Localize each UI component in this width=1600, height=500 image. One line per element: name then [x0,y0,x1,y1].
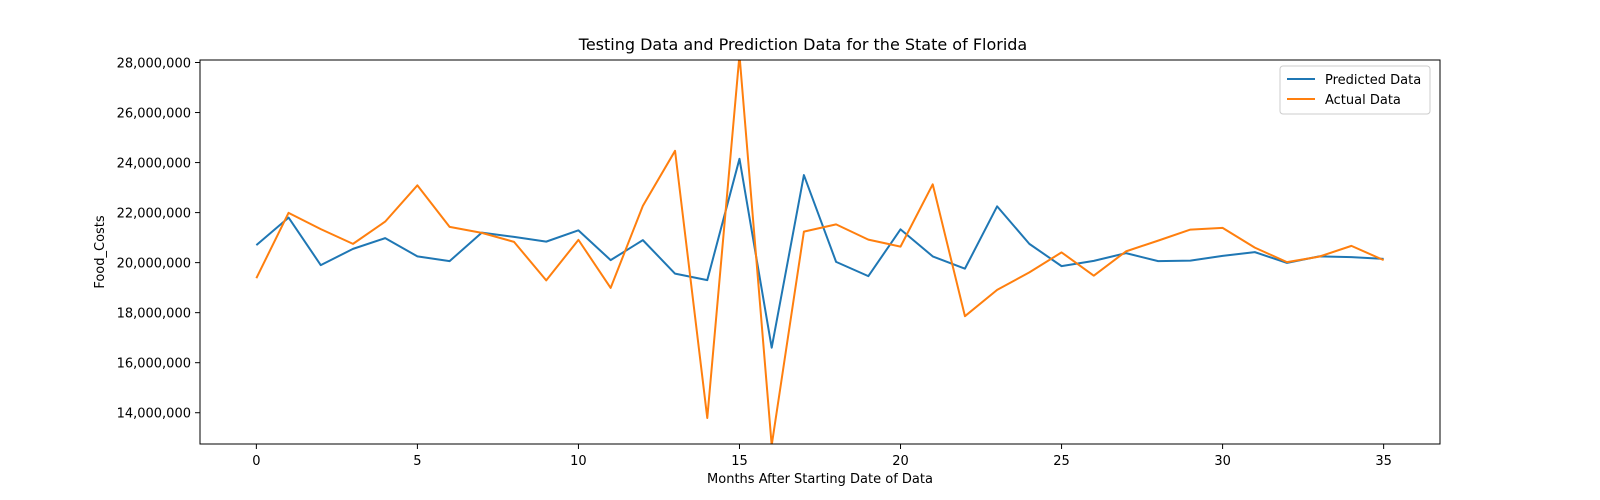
series-line-predicted-data [255,157,1384,349]
y-tick-label: 22,000,000 [117,207,191,222]
x-tick-label: 30 [1214,454,1231,469]
series-line-actual-data [255,60,1385,444]
y-tick-label: 14,000,000 [117,407,191,422]
y-tick-label: 24,000,000 [117,157,191,172]
x-axis: 0 5 10 15 20 25 30 35 [252,444,1392,469]
x-tick-label: 0 [252,454,260,469]
x-axis-title: Months After Starting Date of Data [707,472,933,487]
y-tick-label: 16,000,000 [117,357,191,372]
x-tick-label: 20 [892,454,909,469]
x-tick-label: 35 [1375,454,1392,469]
y-tick-label: 20,000,000 [117,257,191,272]
x-tick-label: 5 [413,454,421,469]
chart-title: Testing Data and Prediction Data for the… [578,35,1027,54]
y-tick-label: 28,000,000 [117,57,191,72]
x-tick-label: 25 [1053,454,1070,469]
plot-area [200,60,1440,444]
y-axis-title: Food_Costs [93,215,108,289]
legend-label-actual-data: Actual Data [1325,93,1401,108]
legend-label-predicted-data: Predicted Data [1325,73,1421,88]
legend-frame [1279,65,1431,115]
y-axis: 14,000,000 16,000,000 18,000,000 20,000,000… [117,57,200,422]
series-layer [255,60,1385,444]
y-tick-label: 26,000,000 [117,107,191,122]
x-tick-label: 15 [731,454,748,469]
y-tick-label: 18,000,000 [117,307,191,322]
plot-frame [199,59,1441,445]
x-tick-label: 10 [570,454,587,469]
legend: Predicted Data Actual Data [1279,65,1431,115]
